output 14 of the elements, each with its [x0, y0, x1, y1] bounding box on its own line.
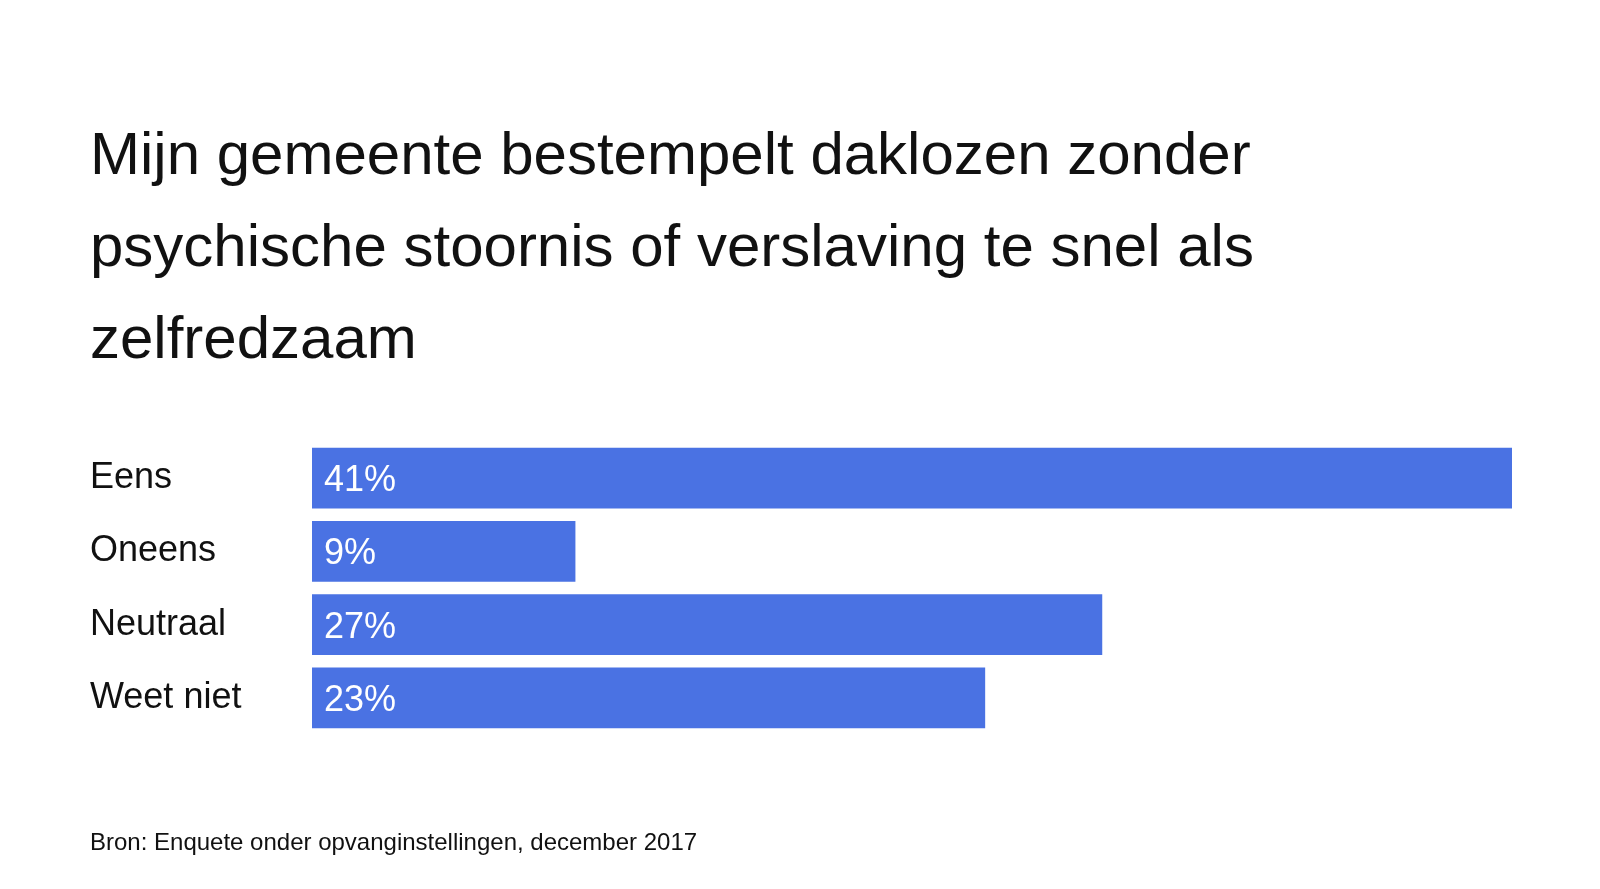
data-label: 41%	[324, 458, 397, 500]
data-label: 9%	[324, 531, 377, 573]
bar	[312, 594, 1103, 655]
bar	[312, 667, 986, 729]
bar	[312, 447, 1512, 509]
bar	[312, 521, 576, 582]
chart-title: Mijn gemeente bestempelt daklozen zonder psychische stoornis of verslaving te snel als zelfredzaam	[90, 119, 1255, 373]
y-tick-label: Weet niet	[90, 674, 242, 716]
y-tick-label: Neutraal	[90, 601, 227, 643]
text: Bron: Enquete onder opvanginstellingen, december 2017	[90, 828, 698, 856]
data-label: 23%	[324, 677, 397, 719]
y-tick-label: Eens	[90, 455, 173, 497]
data-label: 27%	[324, 604, 397, 646]
y-tick-label: Oneens	[90, 528, 217, 570]
